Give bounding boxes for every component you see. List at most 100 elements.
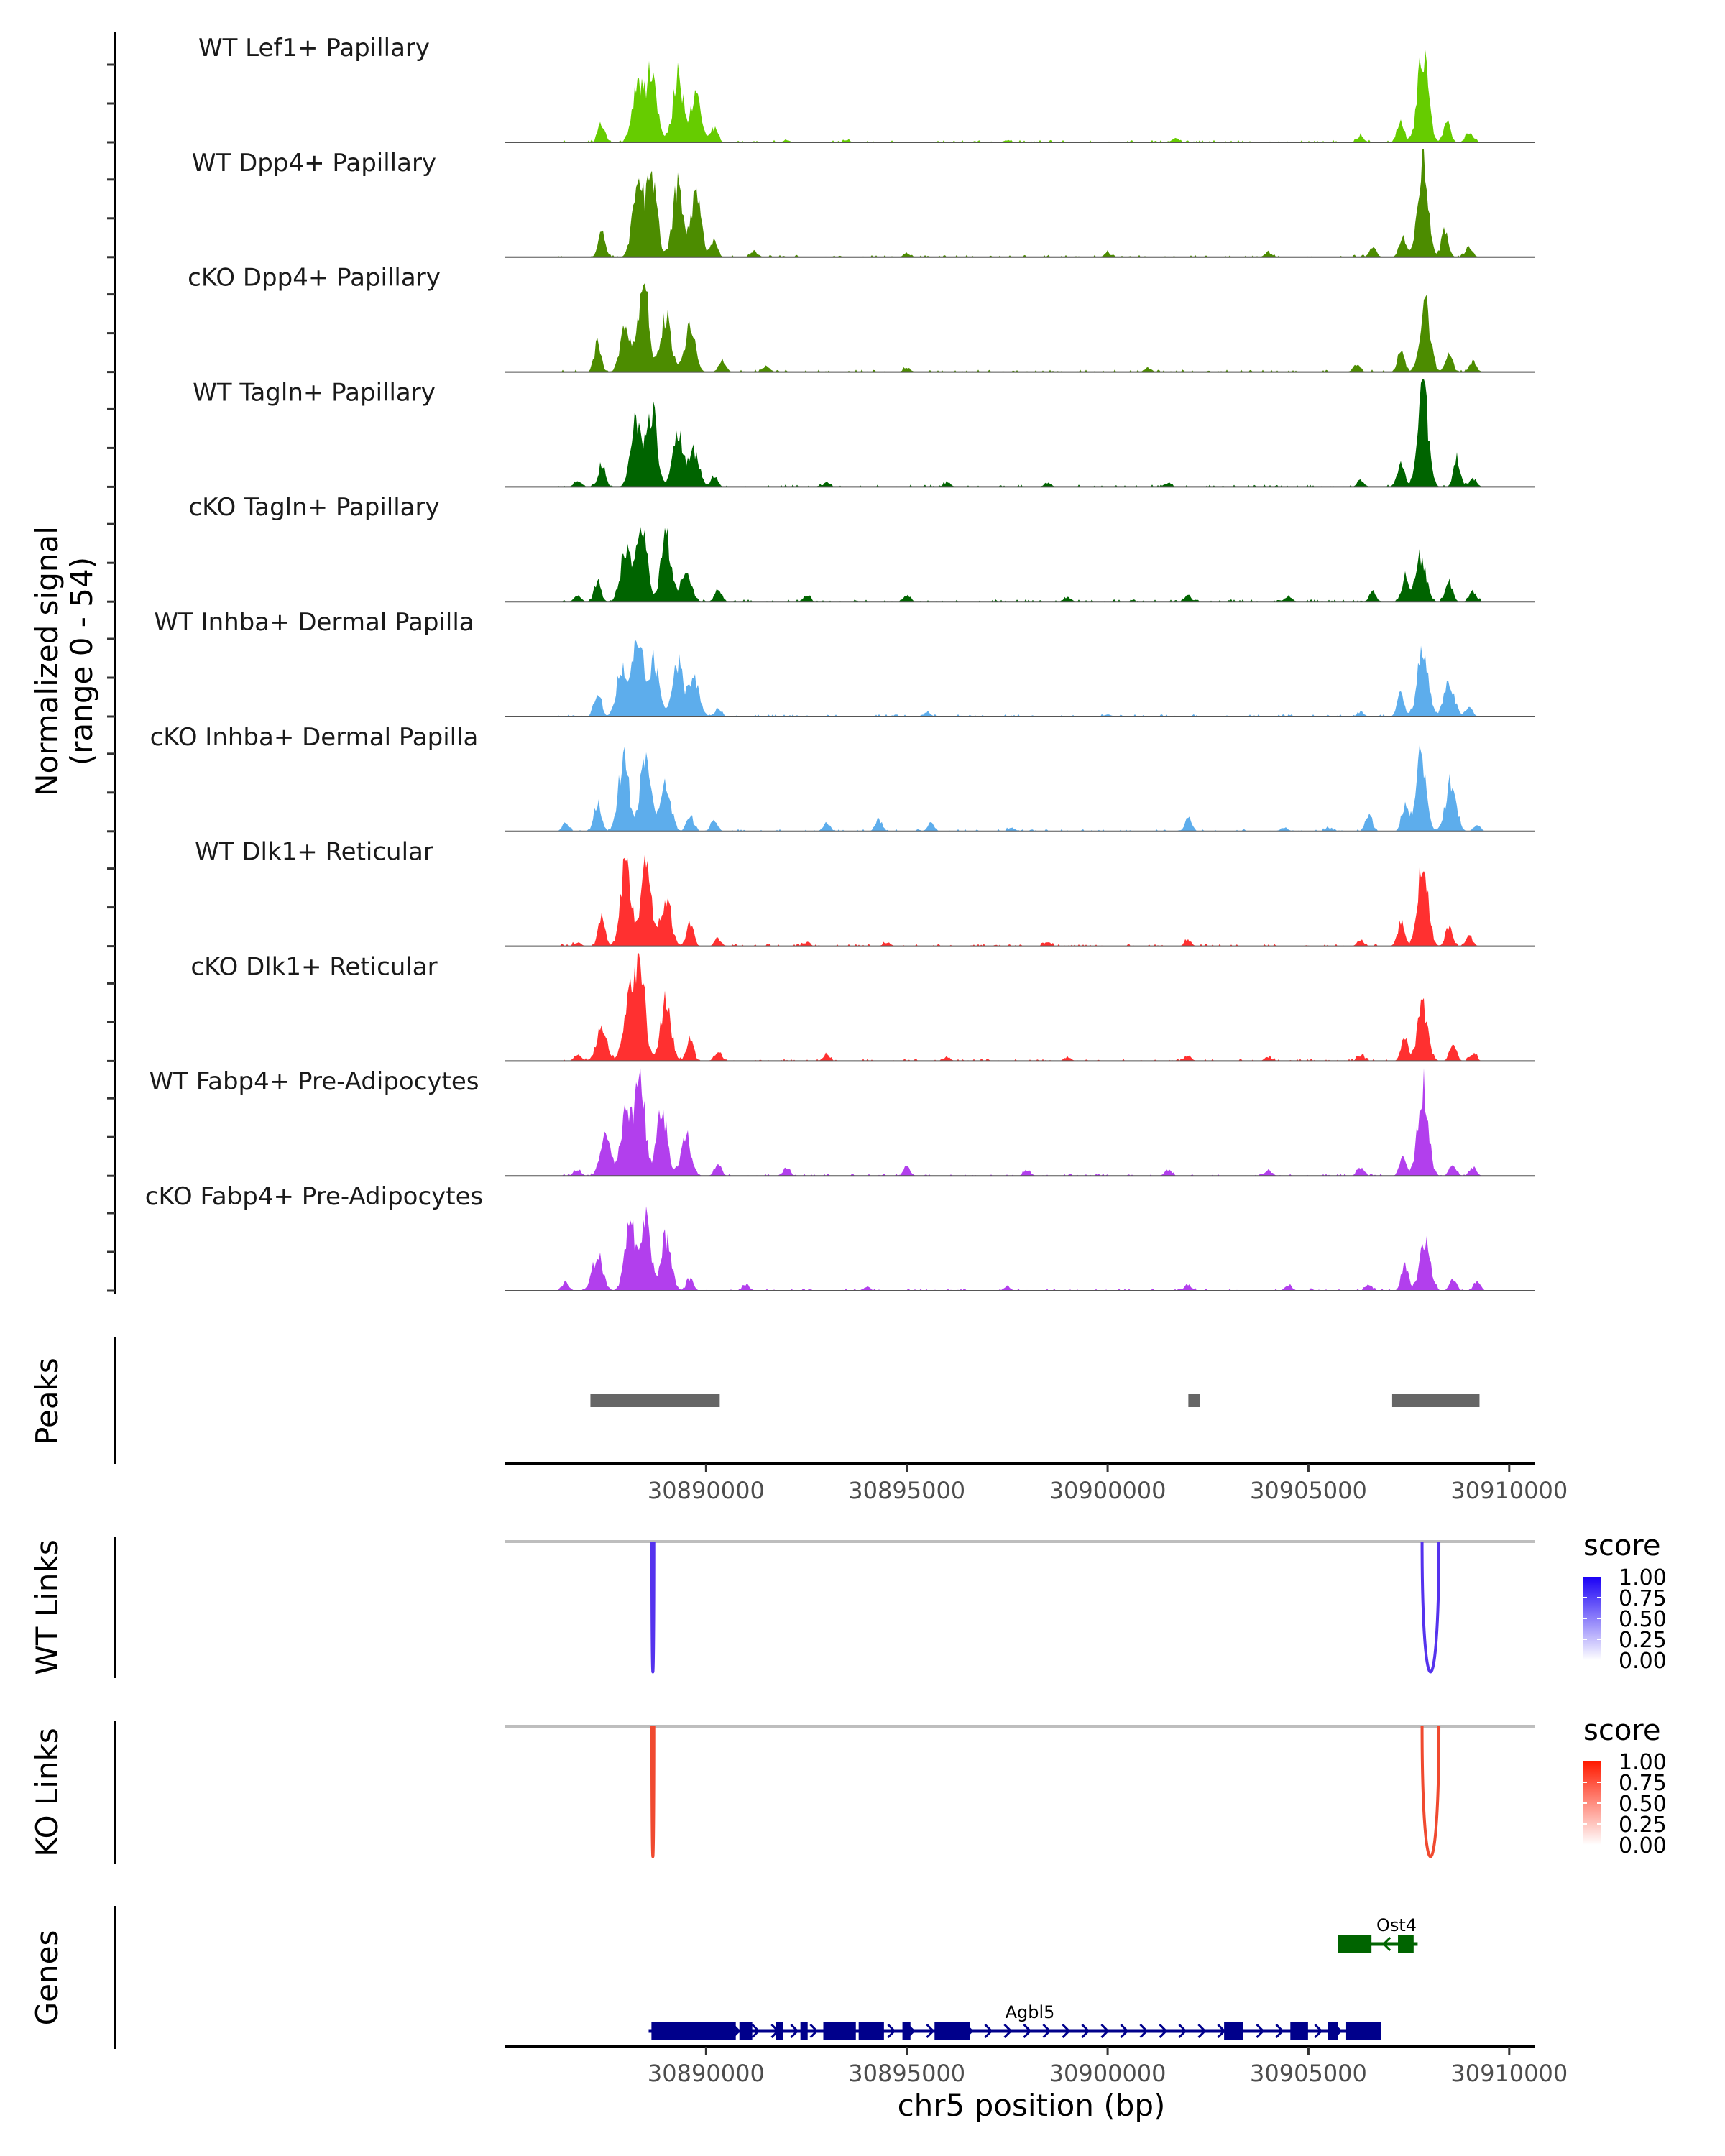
legend-label: 0.50 bbox=[1619, 1607, 1667, 1632]
coverage-track: WT Lef1+ Papillary bbox=[107, 34, 1535, 144]
coverage-track: WT Dpp4+ Papillary bbox=[107, 149, 1535, 259]
strand-arrow-right-icon bbox=[1159, 2023, 1168, 2039]
gene-exon bbox=[1290, 2022, 1308, 2040]
coverage-area bbox=[505, 50, 1535, 142]
link-arc bbox=[650, 1541, 656, 1674]
genes-track: Genes Ost4 Agbl5 bbox=[29, 1906, 1418, 2049]
strand-arrow-right-icon bbox=[1042, 2023, 1052, 2039]
y-axis-title: Normalized signal (range 0 - 54) bbox=[29, 526, 99, 796]
track-label: cKO Dpp4+ Papillary bbox=[188, 264, 441, 292]
strand-arrow-right-icon bbox=[1081, 2023, 1090, 2039]
gene: Agbl5 bbox=[648, 2002, 1381, 2040]
y-axis-title-line2: (range 0 - 54) bbox=[64, 557, 99, 765]
strand-arrow-right-icon bbox=[1275, 2023, 1284, 2039]
coverage-track: cKO Fabp4+ Pre-Adipocytes bbox=[107, 1182, 1535, 1292]
legend-title: score bbox=[1583, 1529, 1660, 1562]
strand-arrow-right-icon bbox=[1256, 2023, 1265, 2039]
gene-name: Ost4 bbox=[1376, 1915, 1417, 1935]
x-tick-label: 30905000 bbox=[1250, 2060, 1367, 2087]
peak-region bbox=[1188, 1394, 1200, 1407]
strand-arrow-right-icon bbox=[790, 2023, 799, 2039]
strand-arrow-right-icon bbox=[1139, 2023, 1149, 2039]
legend-label: 0.25 bbox=[1619, 1812, 1667, 1838]
track-label: cKO Inhba+ Dermal Papilla bbox=[150, 723, 479, 752]
track-label: WT Fabp4+ Pre-Adipocytes bbox=[150, 1067, 479, 1096]
track-label: cKO Fabp4+ Pre-Adipocytes bbox=[145, 1182, 484, 1211]
coverage-track: cKO Dlk1+ Reticular bbox=[107, 952, 1535, 1062]
gene-exon bbox=[739, 2022, 753, 2040]
x-tick-label: 30900000 bbox=[1049, 2060, 1167, 2087]
coverage-area bbox=[505, 526, 1535, 602]
genes-track-label: Genes bbox=[29, 1930, 65, 2026]
gene-exon bbox=[823, 2022, 856, 2040]
legend-label: 0.75 bbox=[1619, 1771, 1667, 1796]
coverage-track: WT Inhba+ Dermal Papilla bbox=[107, 608, 1535, 718]
legend-label: 0.00 bbox=[1619, 1649, 1667, 1674]
gene-exon bbox=[902, 2022, 911, 2040]
coverage-area bbox=[505, 745, 1535, 831]
peaks-track-label: Peaks bbox=[29, 1358, 65, 1445]
coverage-track: cKO Inhba+ Dermal Papilla bbox=[107, 723, 1535, 833]
track-label: WT Tagln+ Papillary bbox=[193, 378, 436, 407]
peak-region bbox=[590, 1394, 720, 1407]
legend-label: 1.00 bbox=[1619, 1750, 1667, 1775]
coverage-tracks: WT Lef1+ Papillary WT Dpp4+ Papillary cKO … bbox=[107, 32, 1535, 1294]
coverage-track: WT Fabp4+ Pre-Adipocytes bbox=[107, 1067, 1535, 1177]
strand-arrow-right-icon bbox=[1062, 2023, 1071, 2039]
strand-arrow-right-icon bbox=[1100, 2023, 1110, 2039]
coverage-area bbox=[505, 379, 1535, 487]
track-label: WT Lef1+ Papillary bbox=[198, 34, 430, 63]
x-tick-label: 30910000 bbox=[1450, 1477, 1568, 1504]
x-axis-bottom: 30890000 30895000 30900000 30905000 30910000 bbox=[505, 2045, 1568, 2087]
strand-arrow-left-icon bbox=[1382, 1936, 1392, 1952]
strand-arrow-right-icon bbox=[1120, 2023, 1129, 2039]
strand-arrow-right-icon bbox=[1314, 2023, 1323, 2039]
strand-arrow-right-icon bbox=[1178, 2023, 1187, 2039]
track-label: cKO Tagln+ Papillary bbox=[188, 493, 439, 522]
strand-arrow-right-icon bbox=[887, 2023, 896, 2039]
legend-label: 1.00 bbox=[1619, 1565, 1667, 1590]
link-track: KO Links score 1.000.750.500.250.00 bbox=[29, 1714, 1667, 1864]
link-arc bbox=[1420, 1726, 1441, 1858]
track-label: WT Dlk1+ Reticular bbox=[195, 838, 433, 867]
coverage-area bbox=[505, 854, 1535, 946]
coverage-area bbox=[505, 953, 1535, 1061]
peaks-track: Peaks bbox=[29, 1337, 1480, 1464]
gene-exon bbox=[776, 2022, 783, 2040]
gene-exon bbox=[1224, 2022, 1243, 2040]
legend-label: 0.25 bbox=[1619, 1628, 1667, 1653]
x-tick-label: 30895000 bbox=[848, 2060, 965, 2087]
strand-arrow-right-icon bbox=[1023, 2023, 1032, 2039]
legend-label: 0.00 bbox=[1619, 1833, 1667, 1858]
strand-arrow-right-icon bbox=[809, 2023, 819, 2039]
x-tick-label: 30890000 bbox=[648, 2060, 765, 2087]
y-axis-title-line1: Normalized signal bbox=[29, 526, 65, 796]
gene-exon bbox=[651, 2022, 736, 2040]
x-tick-label: 30890000 bbox=[648, 1477, 765, 1504]
link-arc bbox=[650, 1726, 656, 1858]
strand-arrow-right-icon bbox=[984, 2023, 993, 2039]
gene: Ost4 bbox=[1338, 1915, 1418, 1953]
legend-title: score bbox=[1583, 1714, 1660, 1747]
gene-exon bbox=[1346, 2022, 1381, 2040]
gene-exon bbox=[1328, 2022, 1338, 2040]
strand-arrow-right-icon bbox=[1197, 2023, 1207, 2039]
gene-exon bbox=[858, 2022, 884, 2040]
track-label: WT Inhba+ Dermal Papilla bbox=[154, 608, 474, 637]
link-track-label: KO Links bbox=[29, 1728, 65, 1857]
link-track: WT Links score 1.000.750.500.250.00 bbox=[29, 1529, 1667, 1678]
gene-exon bbox=[934, 2022, 970, 2040]
coverage-area bbox=[505, 1068, 1535, 1176]
x-axis-title: chr5 position (bp) bbox=[898, 2088, 1166, 2123]
coverage-area bbox=[505, 283, 1535, 372]
x-tick-label: 30895000 bbox=[848, 1477, 965, 1504]
legend-label: 0.75 bbox=[1619, 1586, 1667, 1611]
coverage-area bbox=[505, 149, 1535, 257]
gene-name: Agbl5 bbox=[1006, 2002, 1055, 2022]
link-track-label: WT Links bbox=[29, 1539, 65, 1674]
x-tick-label: 30910000 bbox=[1450, 2060, 1568, 2087]
strand-arrow-right-icon bbox=[926, 2023, 935, 2039]
gene-exon bbox=[1398, 1935, 1414, 1953]
